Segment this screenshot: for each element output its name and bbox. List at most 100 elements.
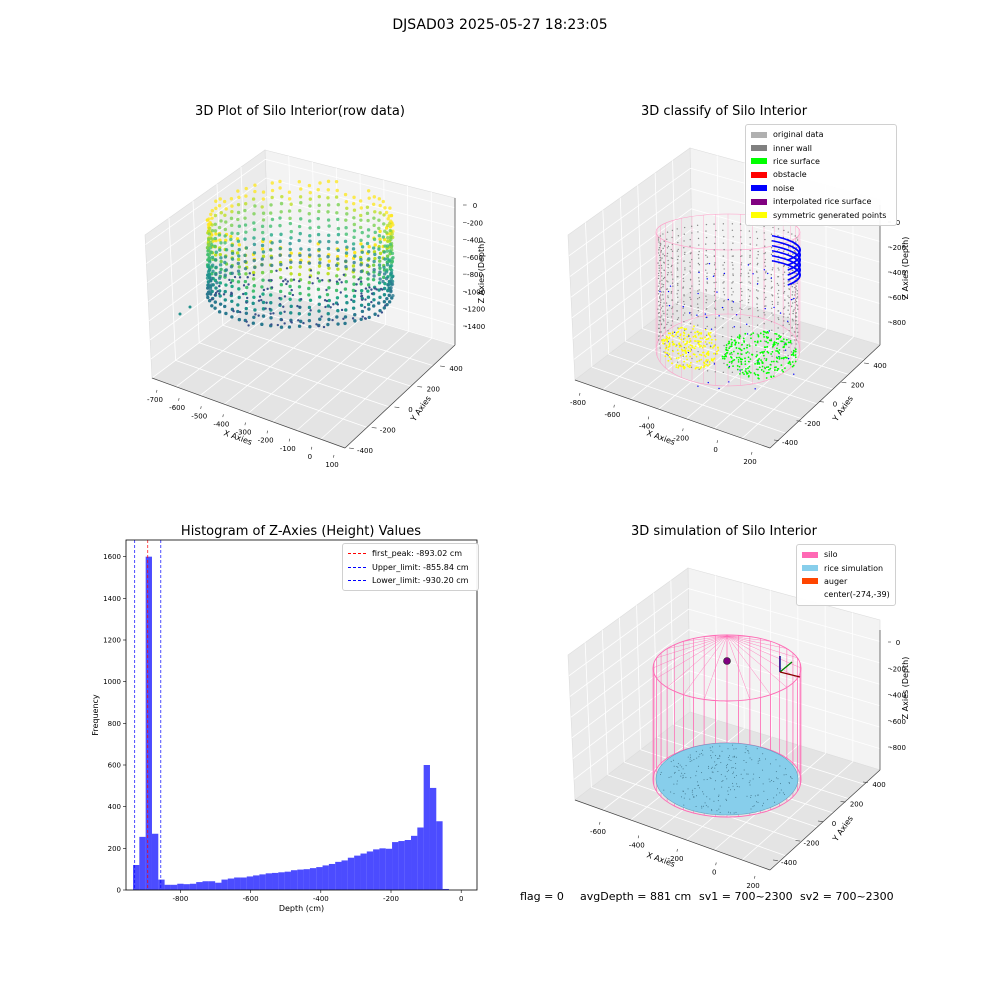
inner-wall-point <box>749 334 751 337</box>
inner-wall-point <box>730 287 733 290</box>
raw-floor-point <box>291 293 295 297</box>
raw-z-tick-label: -400 <box>467 237 483 245</box>
raw-point <box>366 272 371 276</box>
raw-point <box>377 263 382 267</box>
rice-surface-point <box>738 347 740 350</box>
rice-mesh <box>660 744 793 814</box>
rice-surface-point <box>775 338 778 340</box>
raw-point <box>307 318 312 323</box>
inner-wall-point <box>722 309 725 311</box>
grid-line <box>145 158 456 245</box>
cls-x-tick-label: -800 <box>570 399 586 407</box>
raw-point <box>253 189 257 194</box>
raw-point <box>352 268 356 272</box>
rice-mesh-point <box>674 772 676 774</box>
symmetric-point <box>685 347 687 350</box>
inner-wall-point <box>697 298 699 300</box>
rice-surface-point <box>776 347 778 350</box>
symmetric-point <box>666 352 669 354</box>
symmetric-point <box>705 338 708 341</box>
raw-point <box>214 250 218 254</box>
inner-wall-point <box>713 249 715 251</box>
raw-point <box>243 237 247 241</box>
legend-label: center(-274,-39) <box>824 590 890 600</box>
rice-mesh-point <box>720 762 722 764</box>
raw-point <box>207 299 212 303</box>
raw-x-tick-mark <box>333 454 335 458</box>
inner-wall-point <box>661 279 663 281</box>
rice-surface-point <box>772 375 775 378</box>
symmetric-point <box>705 352 708 355</box>
symmetric-point <box>694 340 697 343</box>
raw-point <box>289 202 293 206</box>
raw-floor-point <box>228 278 231 282</box>
rice-mesh-point <box>701 807 703 809</box>
raw-point <box>352 195 356 200</box>
raw-point <box>236 202 241 207</box>
rice-mesh-point <box>695 775 697 777</box>
raw-point <box>297 272 302 277</box>
rice-mesh-point <box>714 761 716 763</box>
raw-point <box>261 254 266 259</box>
raw-point <box>345 206 349 210</box>
cls-x-tick-label: 0 <box>713 446 717 454</box>
raw-point <box>213 244 217 248</box>
raw-point <box>387 300 392 304</box>
noise-point <box>784 349 787 351</box>
symmetric-point <box>708 361 711 363</box>
raw-point <box>385 231 389 235</box>
rice-mesh-point <box>726 763 728 765</box>
rice-mesh-point <box>712 771 714 773</box>
sim-x-axis-label: X Axies <box>645 850 676 869</box>
rice-mesh-point <box>682 774 684 776</box>
inner-wall-point <box>783 320 785 322</box>
raw-point <box>299 217 303 221</box>
raw-point <box>236 309 240 314</box>
raw-point <box>317 203 321 207</box>
rice-surface-point <box>781 369 784 371</box>
noise-point <box>771 240 774 242</box>
raw-point <box>237 317 242 322</box>
y-tick-label: 0 <box>117 887 121 895</box>
noise-point <box>710 328 713 330</box>
inner-wall-point <box>791 294 793 296</box>
raw-point <box>288 216 292 221</box>
inner-wall-point <box>787 309 789 311</box>
histogram-bar <box>411 835 418 890</box>
raw-point <box>236 231 240 236</box>
raw-floor-point <box>311 282 314 285</box>
inner-wall-point <box>794 291 797 293</box>
sim-x-tick-label: -600 <box>590 828 606 836</box>
raw-point <box>223 273 227 277</box>
inner-wall-point <box>792 298 794 300</box>
y-tick-label: 800 <box>108 720 121 728</box>
rice-surface-point <box>756 341 759 344</box>
inner-wall-point <box>772 267 774 269</box>
raw-point <box>373 312 377 316</box>
noise-point <box>704 313 707 315</box>
silo-top-ring <box>655 213 801 251</box>
noise-point <box>706 278 708 280</box>
raw-point <box>366 302 371 307</box>
grid-line <box>407 185 410 332</box>
inner-wall-point <box>796 296 799 298</box>
inner-wall-point <box>731 223 734 225</box>
rice-surface-point <box>784 367 786 370</box>
rice-mesh-point <box>733 756 735 758</box>
rice-mesh-point <box>710 767 712 769</box>
grid-line <box>637 185 643 329</box>
symmetric-point <box>682 340 685 343</box>
rice-mesh-point <box>694 787 696 789</box>
raw-point <box>269 211 273 215</box>
raw-point <box>377 301 381 305</box>
raw-point <box>278 267 282 272</box>
inner-wall-point <box>796 239 799 241</box>
symmetric-point <box>684 349 687 352</box>
simulation-legend: silo rice simulation auger center(-274,-39) <box>796 544 896 606</box>
raw-point <box>382 275 386 280</box>
noise-point <box>667 290 670 293</box>
inner-wall-point <box>783 229 785 232</box>
inner-wall-point <box>740 362 743 364</box>
raw-point <box>316 188 320 192</box>
raw-point <box>352 260 356 265</box>
